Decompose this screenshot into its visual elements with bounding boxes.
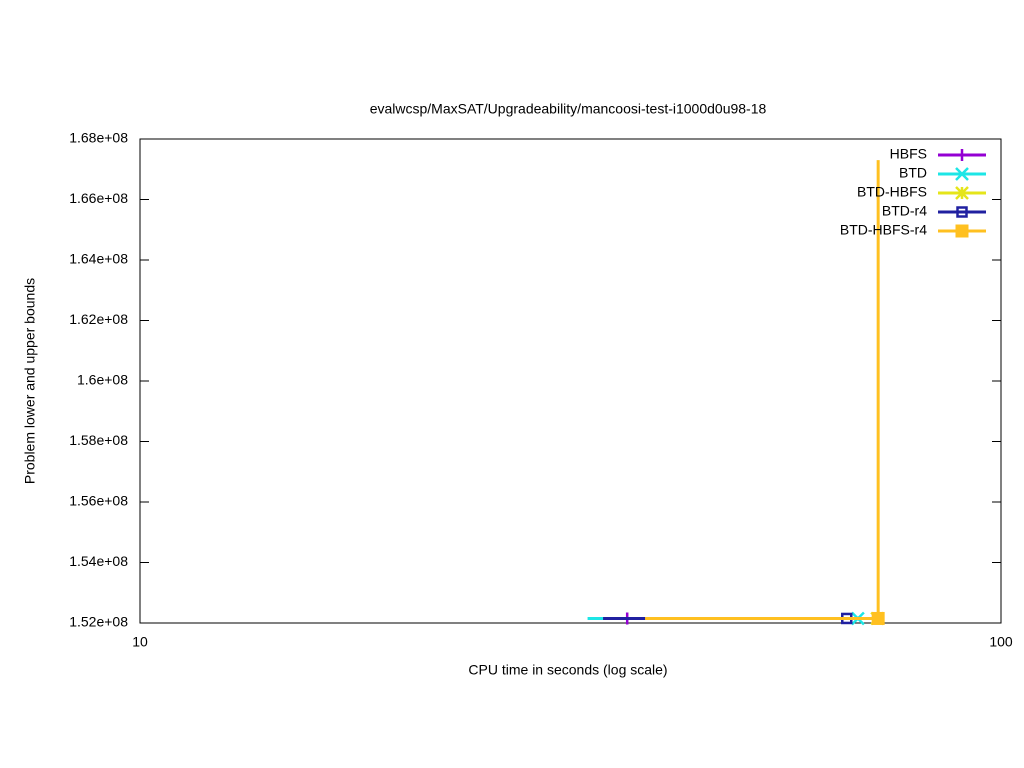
y-tick-label: 1.62e+08 <box>69 311 128 327</box>
x-tick-label: 100 <box>989 634 1013 650</box>
legend-marker <box>955 186 969 200</box>
legend-label: BTD-r4 <box>882 203 927 219</box>
marker <box>871 611 885 625</box>
y-tick-label: 1.56e+08 <box>69 493 128 509</box>
y-tick-label: 1.64e+08 <box>69 251 128 267</box>
y-tick-label: 1.6e+08 <box>77 372 128 388</box>
legend-marker <box>956 149 968 161</box>
legend-label: BTD-HBFS-r4 <box>840 222 927 238</box>
x-tick-label: 10 <box>132 634 148 650</box>
legend-label: HBFS <box>890 146 927 162</box>
chart-title: evalwcsp/MaxSAT/Upgradeability/mancoosi-… <box>370 101 767 117</box>
y-tick-label: 1.58e+08 <box>69 432 128 448</box>
y-tick-label: 1.68e+08 <box>69 130 128 146</box>
x-axis-label: CPU time in seconds (log scale) <box>468 662 667 678</box>
y-tick-label: 1.66e+08 <box>69 190 128 206</box>
legend-marker <box>956 206 968 218</box>
legend-label: BTD-HBFS <box>857 184 927 200</box>
legend-marker <box>955 224 969 238</box>
legend-label: BTD <box>899 165 927 181</box>
y-tick-label: 1.52e+08 <box>69 614 128 630</box>
y-axis-label: Problem lower and upper bounds <box>22 278 38 484</box>
y-tick-label: 1.54e+08 <box>69 553 128 569</box>
legend-marker <box>955 167 969 181</box>
series-line <box>645 160 880 620</box>
plot-frame <box>139 138 1002 624</box>
